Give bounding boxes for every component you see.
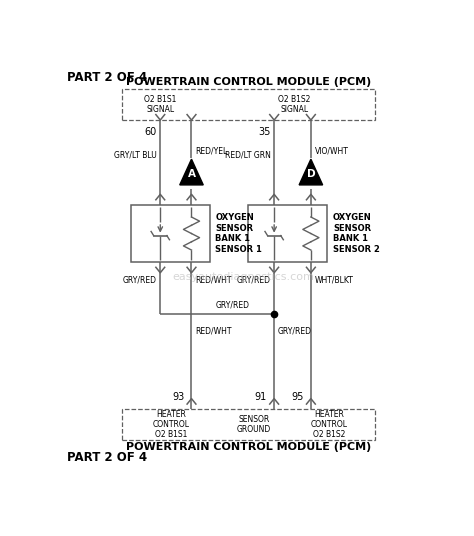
Text: GRY/RED: GRY/RED (237, 276, 271, 284)
Bar (122, 409, 375, 440)
Text: RED/LT GRN: RED/LT GRN (225, 151, 271, 160)
Text: WHT/BLKT: WHT/BLKT (315, 276, 354, 284)
Text: 35: 35 (258, 128, 271, 137)
Text: easyautodiagnostics.com: easyautodiagnostics.com (172, 272, 314, 282)
Text: GRY/RED: GRY/RED (278, 326, 312, 335)
Text: RED/WHT: RED/WHT (195, 276, 232, 284)
Text: PART 2 OF 4: PART 2 OF 4 (66, 451, 147, 464)
Text: 95: 95 (291, 391, 303, 401)
Text: POWERTRAIN CONTROL MODULE (PCM): POWERTRAIN CONTROL MODULE (PCM) (126, 442, 371, 452)
Text: SENSOR
GROUND: SENSOR GROUND (237, 415, 271, 434)
Bar (131, 205, 210, 263)
Text: PART 2 OF 4: PART 2 OF 4 (66, 71, 147, 84)
Text: RED/YEL: RED/YEL (195, 146, 228, 155)
Bar (248, 205, 328, 263)
Text: A: A (188, 169, 195, 180)
Bar (122, 89, 375, 120)
Text: GRY/RED: GRY/RED (123, 276, 156, 284)
Text: OXYGEN
SENSOR
BANK 1
SENSOR 2: OXYGEN SENSOR BANK 1 SENSOR 2 (333, 213, 380, 254)
Text: RED/WHT: RED/WHT (195, 326, 232, 335)
Text: 91: 91 (255, 391, 267, 401)
Polygon shape (180, 159, 203, 185)
Text: OXYGEN
SENSOR
BANK 1
SENSOR 1: OXYGEN SENSOR BANK 1 SENSOR 1 (215, 213, 262, 254)
Text: O2 B1S1
SIGNAL: O2 B1S1 SIGNAL (144, 95, 176, 114)
Text: D: D (307, 169, 315, 180)
Text: 60: 60 (145, 128, 156, 137)
Text: HEATER
CONTROL
O2 B1S1: HEATER CONTROL O2 B1S1 (153, 410, 190, 440)
Text: O2 B1S2
SIGNAL: O2 B1S2 SIGNAL (278, 95, 310, 114)
Polygon shape (299, 159, 323, 185)
Text: POWERTRAIN CONTROL MODULE (PCM): POWERTRAIN CONTROL MODULE (PCM) (126, 77, 371, 87)
Text: 93: 93 (172, 391, 184, 401)
Text: GRY/RED: GRY/RED (216, 300, 250, 309)
Text: GRY/LT BLU: GRY/LT BLU (114, 151, 156, 160)
Text: VIO/WHT: VIO/WHT (315, 146, 348, 155)
Text: HEATER
CONTROL
O2 B1S2: HEATER CONTROL O2 B1S2 (311, 410, 348, 440)
